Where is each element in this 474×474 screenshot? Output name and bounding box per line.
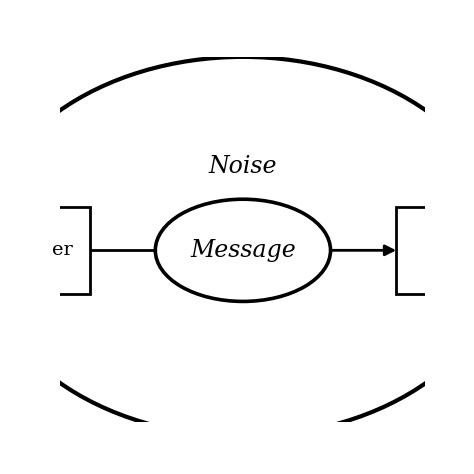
Text: er: er xyxy=(52,241,72,259)
Bar xyxy=(396,207,469,294)
Bar xyxy=(17,207,90,294)
Text: Message: Message xyxy=(190,239,296,262)
Text: Noise: Noise xyxy=(209,155,277,178)
Ellipse shape xyxy=(155,199,330,301)
